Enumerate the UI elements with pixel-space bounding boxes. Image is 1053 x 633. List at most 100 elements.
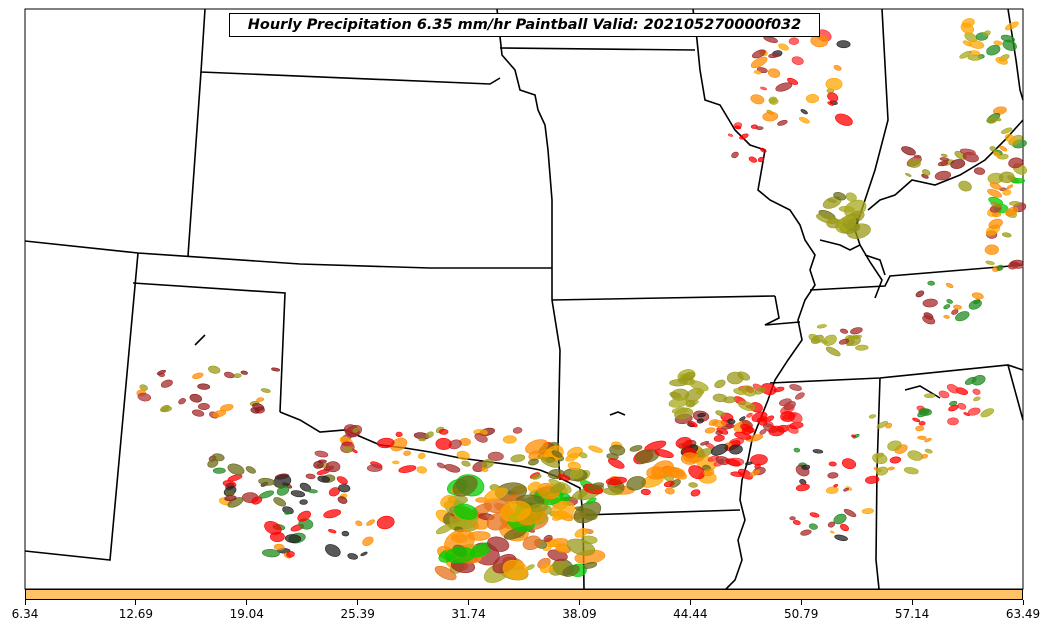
precip-blob (827, 92, 839, 102)
precip-blob (562, 564, 580, 577)
precip-blob (342, 446, 353, 453)
precip-blob (777, 120, 788, 126)
precip-blob (189, 393, 203, 403)
precip-blob (943, 315, 950, 319)
colorbar-tick-label: 38.09 (562, 607, 597, 621)
colorbar-tick (357, 600, 359, 605)
precip-blob (889, 456, 902, 464)
precip-blob (739, 133, 749, 140)
colorbar-tick (1022, 600, 1024, 605)
precip-blob (833, 191, 847, 201)
border-nebraska-north (200, 8, 501, 85)
precip-blob (256, 397, 265, 402)
precip-blob (968, 299, 982, 310)
precip-blob (951, 309, 959, 315)
precip-blob (745, 461, 753, 466)
precip-blob (715, 410, 726, 417)
precip-blob (760, 86, 767, 91)
precip-blob (768, 52, 780, 59)
colorbar-tick (24, 600, 26, 605)
precip-blob (934, 170, 952, 181)
precip-blob (905, 172, 912, 177)
precip-blob (713, 434, 725, 442)
precip-blob (922, 298, 938, 308)
precip-blob (567, 446, 583, 458)
precip-blob (317, 475, 330, 483)
state-borders (24, 8, 1024, 590)
precip-blob (703, 468, 715, 477)
precip-blob (801, 464, 811, 470)
precip-blob (276, 485, 290, 496)
precip-blob (989, 182, 1002, 190)
colorbar-tick-label: 57.14 (894, 607, 930, 621)
precip-blob (376, 515, 395, 530)
border-wyoming-east (187, 71, 202, 257)
precip-blob (160, 404, 170, 412)
precip-blob (225, 491, 235, 496)
precip-blob (810, 334, 824, 344)
precip-blob (250, 407, 260, 414)
precip-blob (973, 396, 981, 402)
precip-blob (262, 548, 280, 558)
precip-blob (789, 516, 796, 521)
precip-blob (959, 148, 976, 156)
precip-blob (753, 70, 762, 75)
precip-blob (917, 435, 927, 440)
precip-blob (958, 180, 972, 192)
precip-blob (816, 213, 839, 224)
precip-blob (922, 315, 936, 325)
precip-blob (750, 94, 765, 105)
precip-blob (197, 402, 210, 410)
border-bootheel (764, 295, 801, 326)
precip-blob (798, 116, 810, 124)
precip-blob (540, 457, 560, 468)
precip-blob (588, 445, 603, 453)
precip-blob (456, 450, 470, 461)
precip-blob (945, 282, 954, 289)
precip-blob (749, 469, 761, 477)
precip-blob (758, 416, 768, 422)
precip-blob (990, 202, 1003, 208)
precip-blob (783, 401, 796, 411)
precip-blob (452, 475, 478, 497)
precip-blob (729, 444, 743, 455)
precip-blob (360, 551, 368, 557)
precip-blob (454, 503, 478, 520)
river-ky (864, 254, 886, 276)
precip-blob (964, 32, 978, 43)
precip-blob (587, 482, 604, 491)
precip-blob (843, 508, 857, 518)
precip-blob (376, 437, 395, 449)
precip-blob (341, 530, 350, 537)
precip-blob (522, 535, 542, 551)
precip-blob (212, 409, 227, 418)
precip-blob (887, 440, 902, 451)
precip-blob (850, 327, 863, 335)
precip-blob (865, 475, 880, 484)
precip-blob (390, 437, 408, 452)
precip-blob (502, 559, 529, 580)
precip-blob (573, 501, 602, 524)
precip-blob (937, 161, 949, 167)
precip-blob (841, 458, 857, 470)
precip-blob (754, 387, 766, 395)
reservoir-nm (194, 334, 206, 346)
precip-blob (608, 458, 625, 469)
precip-blob (425, 431, 434, 439)
border-illinois-south (859, 244, 883, 299)
precip-blob (685, 399, 696, 408)
precip-blob (827, 101, 834, 106)
precip-blob (212, 467, 226, 474)
precip-blob (992, 212, 1002, 218)
precip-blob (240, 370, 248, 375)
precip-blob (305, 473, 316, 480)
precip-blob (313, 460, 324, 469)
precip-blob (337, 496, 348, 504)
colorbar (25, 589, 1023, 600)
precip-blob (793, 447, 801, 453)
colorbar-tick-label: 44.44 (673, 607, 708, 621)
precip-blob (366, 519, 376, 526)
precip-blob (258, 477, 276, 486)
precip-blob (800, 109, 808, 115)
border-missouri-river (496, 8, 553, 268)
